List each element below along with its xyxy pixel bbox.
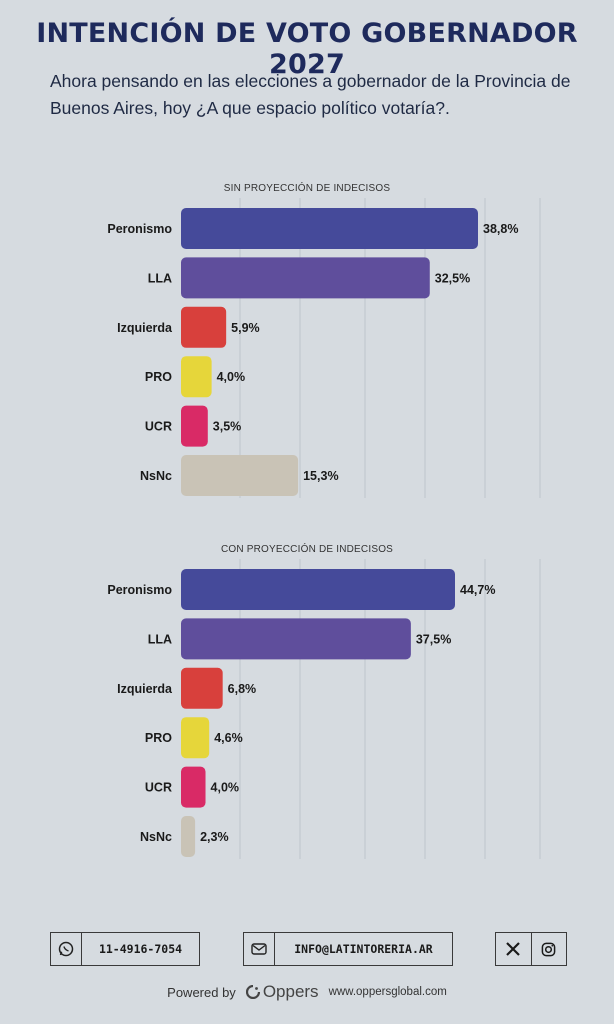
- bar: [181, 257, 430, 299]
- category-label: LLA: [148, 632, 172, 646]
- value-label: 37,5%: [416, 632, 451, 646]
- value-label: 4,0%: [217, 370, 246, 384]
- category-label: Peronismo: [107, 583, 172, 597]
- value-label: 2,3%: [200, 830, 229, 844]
- value-label: 38,8%: [483, 222, 518, 236]
- whatsapp-icon: [51, 933, 82, 965]
- social-links: [495, 932, 567, 966]
- value-label: 4,6%: [214, 731, 243, 745]
- mail-icon: [244, 933, 275, 965]
- bar: [181, 618, 411, 660]
- chart-sin-proyeccion: Peronismo 38,8% LLA 32,5% Izquierda 5,9% PRO 4,…: [107, 198, 541, 498]
- chart-2-title: CON PROYECCIÓN DE INDECISOS: [220, 544, 394, 555]
- bar: [181, 356, 212, 398]
- value-label: 32,5%: [435, 271, 470, 285]
- x-icon[interactable]: [496, 933, 531, 965]
- brand-logo: Oppers: [245, 982, 319, 1002]
- category-label: Izquierda: [117, 682, 173, 696]
- value-label: 3,5%: [213, 420, 242, 434]
- value-label: 44,7%: [460, 583, 495, 597]
- page-subtitle: Ahora pensando en las elecciones a gober…: [50, 71, 571, 118]
- powered-by-bar: Powered by Oppers www.oppersglobal.com: [0, 982, 614, 1002]
- category-label: NsNc: [140, 469, 172, 483]
- bar: [181, 306, 227, 348]
- category-label: Peronismo: [107, 222, 172, 236]
- email-address: INFO@LATINTORERIA.AR: [294, 942, 433, 956]
- category-label: Izquierda: [117, 321, 173, 335]
- bar: [181, 816, 196, 857]
- value-label: 4,0%: [211, 781, 240, 795]
- chart-1-title: SIN PROYECCIÓN DE INDECISOS: [223, 183, 391, 194]
- value-label: 5,9%: [231, 321, 259, 335]
- category-label: PRO: [145, 731, 172, 745]
- category-label: UCR: [145, 781, 172, 795]
- brand-name: Oppers: [262, 982, 319, 1001]
- category-label: UCR: [145, 420, 172, 434]
- chart-con-proyeccion: Peronismo 44,7% LLA 37,5% Izquierda 6,8% PRO 4,…: [107, 559, 541, 859]
- bar: [181, 717, 210, 759]
- bar: [181, 667, 223, 709]
- bar: [181, 766, 206, 808]
- powered-by-label: Powered by: [167, 984, 236, 1000]
- instagram-icon[interactable]: [530, 933, 567, 965]
- bar: [181, 208, 478, 249]
- bar: [181, 569, 455, 610]
- email-contact[interactable]: INFO@LATINTORERIA.AR: [243, 932, 453, 966]
- phone-number: 11-4916-7054: [98, 942, 183, 956]
- category-label: NsNc: [140, 830, 172, 844]
- category-label: PRO: [145, 370, 172, 384]
- bar: [181, 455, 299, 496]
- phone-contact[interactable]: 11-4916-7054: [50, 932, 200, 966]
- bar: [181, 405, 208, 447]
- value-label: 6,8%: [228, 682, 256, 696]
- category-label: LLA: [148, 271, 172, 285]
- value-label: 15,3%: [303, 469, 338, 483]
- website-link[interactable]: www.oppersglobal.com: [328, 986, 447, 998]
- oppers-logo-icon: [245, 985, 260, 999]
- page-title: INTENCIÓN DE VOTO GOBERNADOR 2027: [36, 18, 578, 80]
